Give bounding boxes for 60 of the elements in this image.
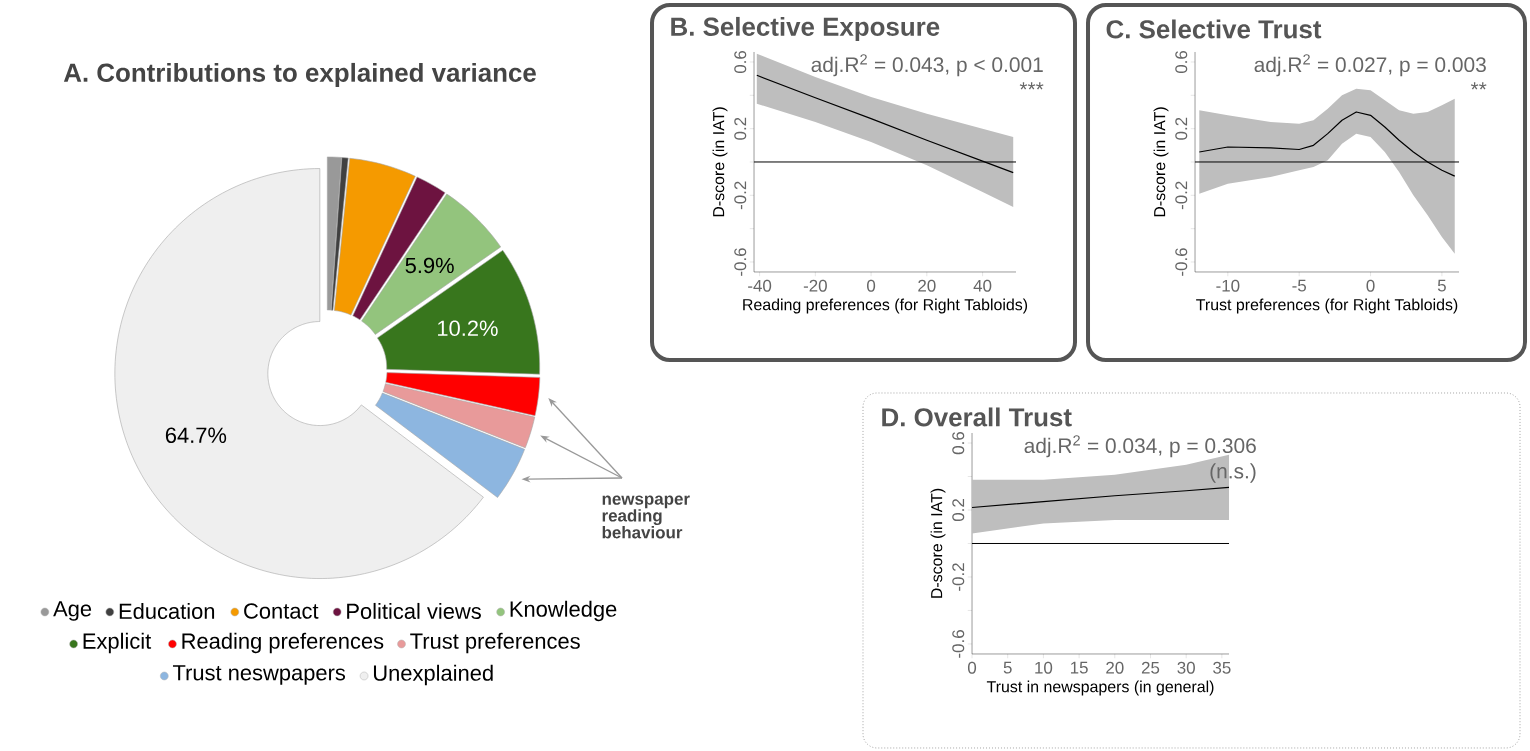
- legend-label: Political views: [347, 602, 481, 620]
- annotation: (n.s.): [1210, 463, 1256, 483]
- y-axis-title: D-score (in IAT): [712, 107, 728, 217]
- x-tick-label: -5: [1292, 279, 1307, 292]
- x-tick-label: 5: [1003, 661, 1012, 674]
- y-tick-label: 0.6: [1175, 50, 1188, 74]
- y-axis-title: D-score (in IAT): [930, 488, 946, 598]
- legend-label: Contact: [244, 603, 319, 619]
- y-tick-label: 0.2: [952, 499, 965, 522]
- text: ***: [1019, 82, 1044, 90]
- data-label: 5.9%: [405, 257, 454, 274]
- x-tick-label: 35: [1213, 661, 1231, 674]
- x-tick-label: -10: [1216, 279, 1240, 292]
- x-axis-title: Trust in newspapers (in general): [986, 680, 1214, 696]
- x-axis-title: Reading preferences (for Right Tabloids): [743, 298, 1028, 314]
- chart-title: D. Overall Trust: [882, 407, 1072, 427]
- annotation: adj.R$^{2}$ = 0.043, p < 0.001: [811, 54, 1043, 77]
- x-tick-label: -40: [748, 279, 772, 292]
- data-label: 10.2%: [438, 320, 498, 336]
- y-tick-label: -0.2: [734, 181, 747, 210]
- chart-title: A. Contributions to explained variance: [63, 62, 536, 88]
- text: **: [1470, 82, 1487, 90]
- annotation: adj.R$^{2}$ = 0.034, p = 0.306: [1024, 435, 1256, 458]
- x-tick-label: 0: [967, 661, 977, 674]
- x-tick-label: 15: [1070, 661, 1088, 674]
- y-tick-label: -0.6: [952, 630, 965, 658]
- x-tick-label: 0: [1366, 279, 1375, 292]
- x-tick-label: 5: [1437, 279, 1446, 292]
- y-tick-label: -0.2: [952, 563, 965, 591]
- y-axis-title: D-score (in IAT): [1153, 107, 1169, 217]
- chart-title: B. Selective Exposure: [671, 16, 940, 42]
- x-tick-label: 10: [1035, 661, 1053, 674]
- legend-label: Reading preferences: [182, 632, 384, 654]
- x-tick-label: -20: [803, 279, 827, 292]
- legend-label: Trust neswpapers: [172, 665, 346, 685]
- line-series: [1198, 111, 1456, 177]
- y-tick-label: 0.2: [734, 117, 747, 140]
- data-label: 64.7%: [165, 427, 227, 444]
- text: newspaper reading behaviour: [602, 495, 690, 539]
- legend-label: Education: [119, 602, 215, 620]
- legend-label: Explicit: [83, 632, 152, 654]
- annotation: adj.R$^{2}$ = 0.027, p = 0.003: [1254, 54, 1486, 77]
- legend-label: Knowledge: [510, 600, 617, 622]
- x-tick-label: 20: [918, 279, 936, 292]
- x-axis-title: Trust preferences (for Right Tabloids): [1196, 298, 1458, 314]
- y-tick-label: 0.6: [734, 50, 747, 74]
- x-tick-label: 0: [867, 279, 876, 292]
- x-tick-label: 30: [1177, 661, 1195, 674]
- x-tick-label: 25: [1141, 661, 1160, 674]
- legend-label: Age: [53, 601, 92, 621]
- x-tick-label: 20: [1106, 661, 1124, 674]
- y-tick-label: 0.6: [952, 432, 965, 455]
- chart-title: C. Selective Trust: [1106, 19, 1322, 39]
- legend-label: Trust preferences: [410, 632, 580, 654]
- x-tick-label: 40: [973, 279, 992, 292]
- y-tick-label: -0.6: [734, 248, 747, 276]
- legend-label: Unexplained: [373, 664, 493, 686]
- y-tick-label: -0.2: [1175, 181, 1188, 210]
- y-tick-label: 0.2: [1175, 117, 1188, 140]
- y-tick-label: -0.6: [1175, 248, 1188, 276]
